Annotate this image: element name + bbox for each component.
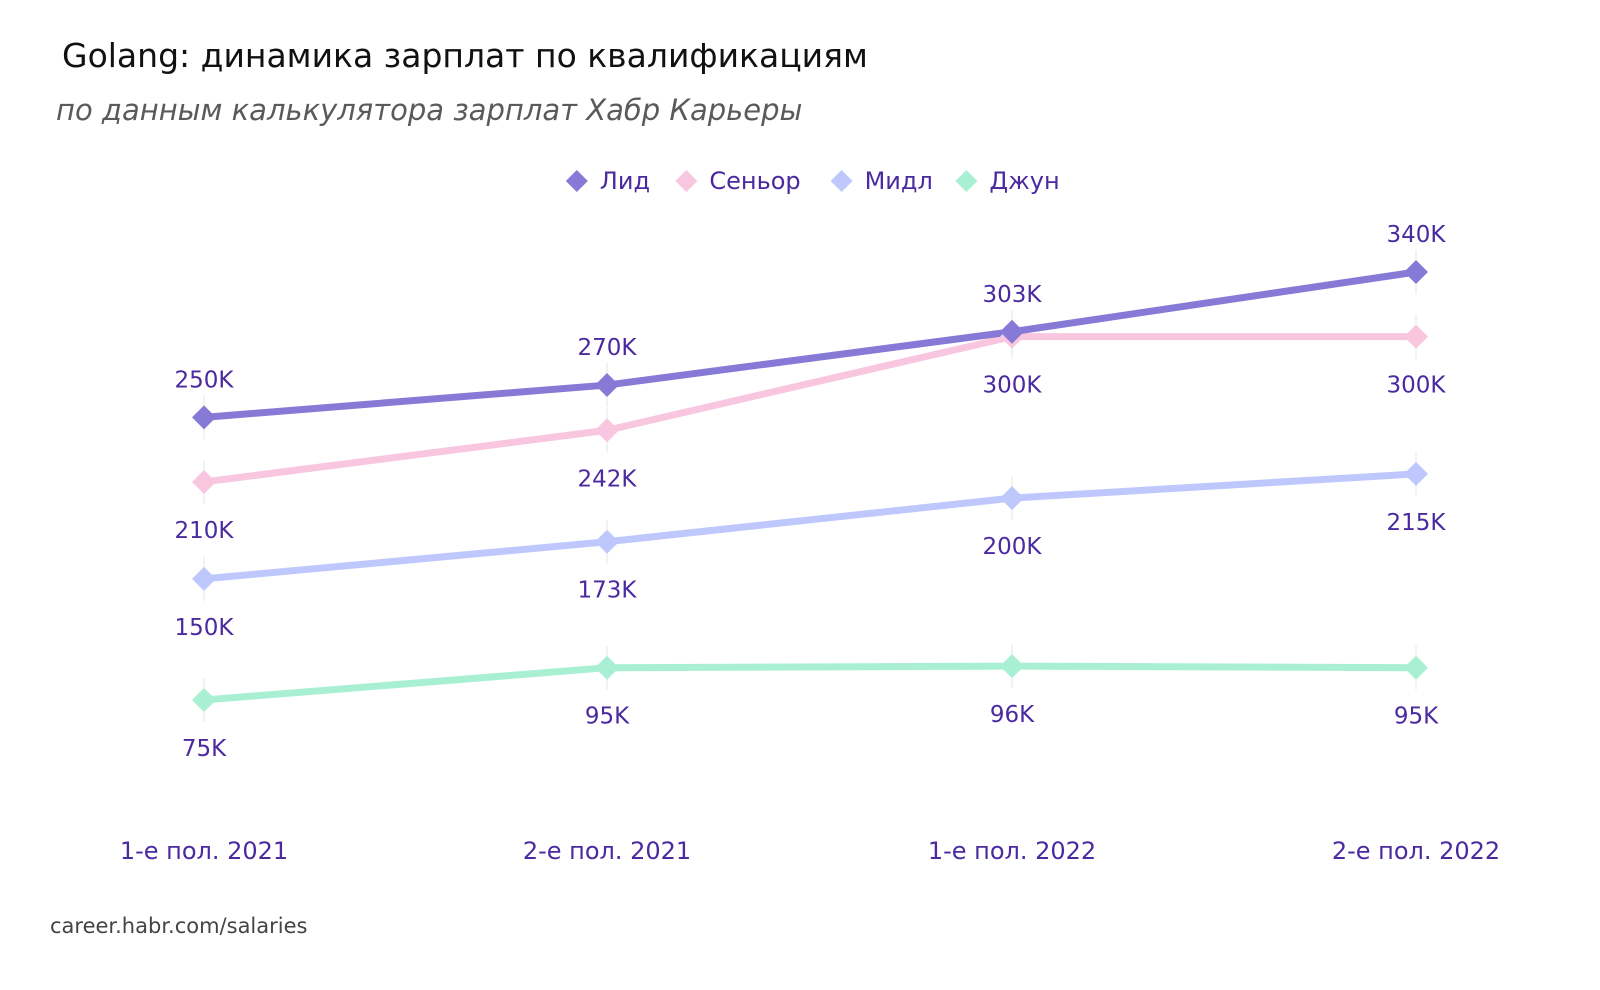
point-джун-0[interactable] [192,688,216,712]
x-axis-ticks: 1-е пол. 2021 2-е пол. 2021 1-е пол. 2022 2… [120,837,1500,865]
legend-marker-сеньор [675,170,698,192]
data-label-джун-0: 75K [182,736,227,762]
data-label-сеньор-2: 300K [983,373,1043,399]
legend-marker-джун [955,170,978,192]
data-label-лид-0: 250K [175,367,235,393]
legend-marker-лид [565,170,588,192]
legend-marker-мидл [830,170,853,192]
point-джун-1[interactable] [595,655,619,680]
legend-item-мидл[interactable]: Мидл [830,167,933,195]
point-сеньор-1[interactable] [595,418,619,443]
point-сеньор-0[interactable] [192,469,216,494]
point-лид-0[interactable] [192,405,216,430]
data-label-джун-3: 95K [1394,704,1439,730]
series-line-мидл [200,470,1420,583]
point-мидл-3[interactable] [1404,461,1428,486]
data-label-лид-3: 340K [1387,222,1447,248]
chart-legend: Лид Сеньор Мидл Джун [565,167,1060,195]
data-label-мидл-3: 215K [1387,510,1447,536]
x-tick-label-1: 2-е пол. 2021 [523,837,691,865]
legend-label-джун: Джун [989,167,1059,195]
x-tick-label-3: 2-е пол. 2022 [1332,837,1500,865]
series-markers [192,260,1428,712]
point-мидл-0[interactable] [192,566,216,591]
legend-label-сеньор: Сеньор [709,167,800,195]
legend-label-мидл: Мидл [865,167,933,195]
point-лид-2[interactable] [1000,319,1024,344]
data-label-мидл-2: 200K [983,534,1043,560]
point-сеньор-3[interactable] [1404,324,1428,349]
data-label-сеньор-3: 300K [1387,373,1447,399]
series-line-лид [200,268,1420,421]
chart-title: Golang: динамика зарплат по квалификация… [62,36,868,75]
x-tick-label-2: 1-е пол. 2022 [928,837,1096,865]
point-лид-1[interactable] [595,373,619,398]
data-label-мидл-0: 150K [175,615,235,641]
legend-item-джун[interactable]: Джун [955,167,1060,195]
point-мидл-2[interactable] [1000,486,1024,511]
point-джун-2[interactable] [1000,654,1024,679]
source-link[interactable]: career.habr.com/salaries [50,914,308,938]
series-line-джун [200,662,1420,704]
data-label-джун-2: 96K [990,702,1035,728]
data-label-мидл-1: 173K [578,578,638,604]
series-line-сеньор [200,333,1420,486]
data-label-лид-1: 270K [578,335,638,361]
data-label-лид-2: 303K [983,282,1043,308]
data-label-сеньор-0: 210K [175,518,235,544]
data-labels: 250K 270K 303K 340K 210K 242K 300K 300K 150K 173K… [175,222,1447,762]
series-lines [200,268,1420,704]
point-лид-3[interactable] [1404,260,1428,284]
legend-label-лид: Лид [600,167,650,195]
data-label-джун-1: 95K [585,704,630,730]
legend-item-сеньор[interactable]: Сеньор [675,167,801,195]
legend-item-лид[interactable]: Лид [565,167,650,195]
point-мидл-1[interactable] [595,529,619,554]
point-джун-3[interactable] [1404,655,1428,680]
data-label-сеньор-1: 242K [578,466,638,492]
x-tick-label-0: 1-е пол. 2021 [120,837,288,865]
chart-subtitle: по данным калькулятора зарплат Хабр Карь… [56,93,803,127]
